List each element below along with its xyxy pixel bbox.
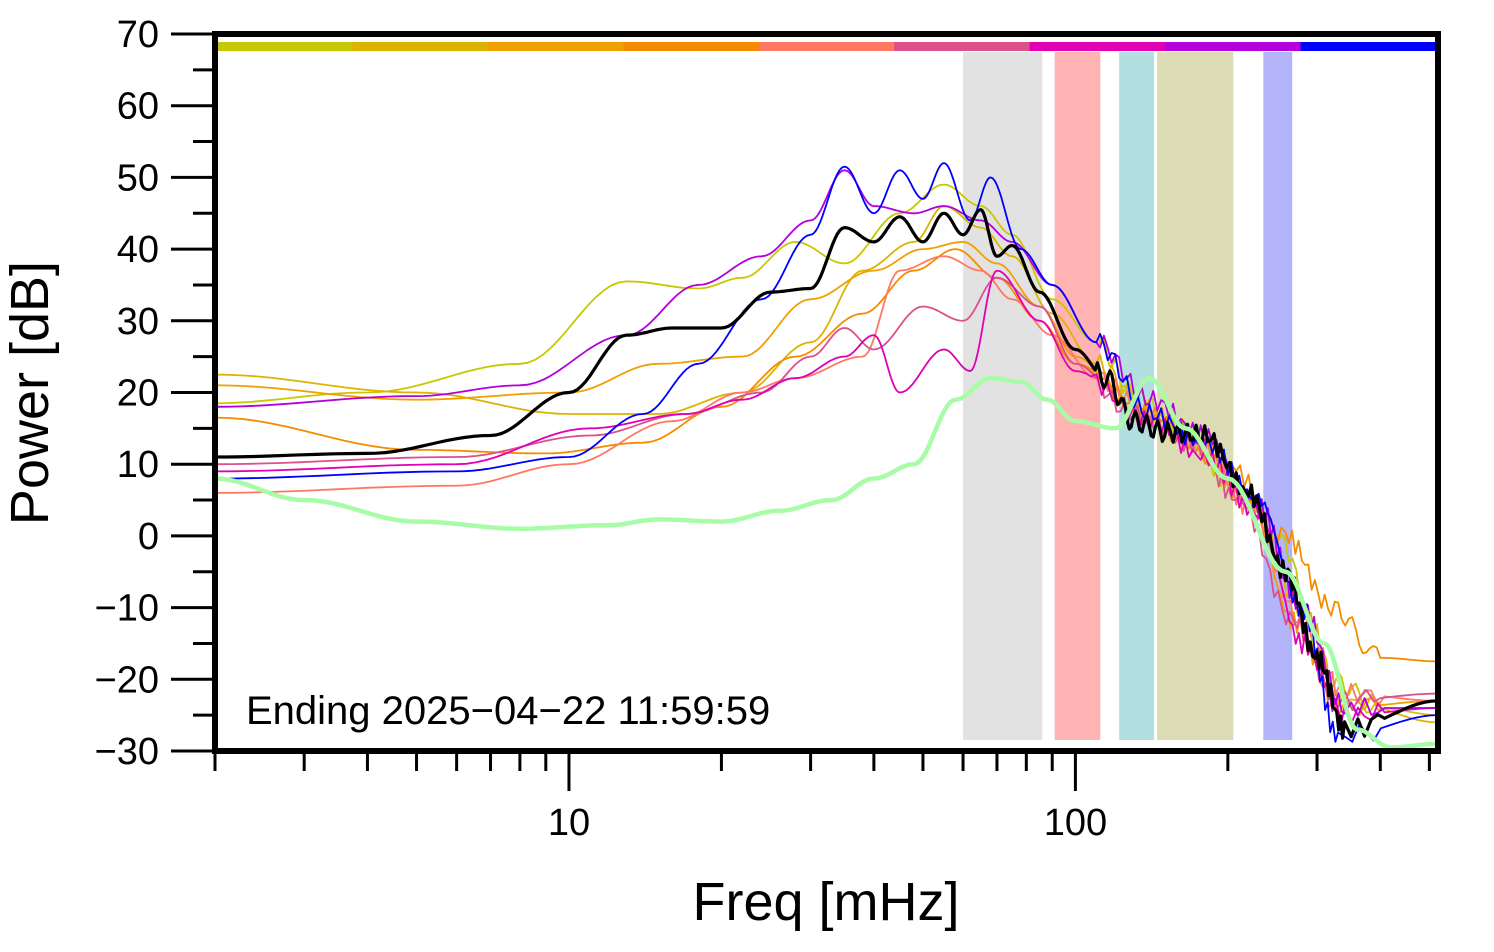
y-tick-label: −20 xyxy=(95,659,159,701)
band-0 xyxy=(963,52,1043,740)
color-bar-segment xyxy=(623,42,760,51)
x-tick-label: 10 xyxy=(548,802,590,844)
series-line-5 xyxy=(214,276,1439,711)
y-tick-label: 20 xyxy=(117,373,159,415)
color-bar-segment xyxy=(352,42,489,51)
series-line-2 xyxy=(214,241,1439,719)
y-axis: −30 −20 −10 0 10 20 30 40 50 60 70 xyxy=(95,14,215,773)
y-tick-label: 0 xyxy=(138,516,159,558)
y-tick-label: −30 xyxy=(95,731,159,773)
series-line-3 xyxy=(214,248,1439,663)
series-line-4 xyxy=(214,255,1439,707)
y-axis-title: Power [dB] xyxy=(0,261,60,525)
y-tick-label: 10 xyxy=(117,444,159,486)
color-bar-segment xyxy=(894,42,1031,51)
color-bar-segment xyxy=(487,42,624,51)
timestamp-annotation: Ending 2025−04−22 11:59:59 xyxy=(246,689,770,733)
series-line-1 xyxy=(214,205,1439,724)
top-color-bar xyxy=(217,42,1437,51)
x-axis: 10 100 xyxy=(213,751,1431,844)
y-tick-label: −10 xyxy=(95,588,159,630)
color-bar-segment xyxy=(217,42,353,51)
band-1 xyxy=(1054,52,1101,740)
series-line-10 xyxy=(214,375,1439,750)
frequency-bands xyxy=(963,52,1293,740)
color-bar-segment xyxy=(1300,42,1437,51)
x-tick-label: 100 xyxy=(1044,802,1107,844)
y-tick-label: 50 xyxy=(117,157,159,199)
x-axis-title: Freq [mHz] xyxy=(692,872,959,932)
band-3 xyxy=(1157,52,1234,740)
y-tick-label: 60 xyxy=(117,86,159,128)
color-bar-segment xyxy=(1165,42,1302,51)
series-group xyxy=(214,162,1439,750)
y-tick-label: 70 xyxy=(117,14,159,56)
series-line-9 xyxy=(215,208,1439,740)
y-tick-label: 30 xyxy=(117,301,159,343)
series-line-7 xyxy=(214,169,1438,717)
color-bar-segment xyxy=(1029,42,1166,51)
color-bar-segment xyxy=(758,42,895,51)
band-4 xyxy=(1263,52,1293,740)
series-line-8 xyxy=(215,162,1439,743)
y-tick-label: 40 xyxy=(117,229,159,271)
